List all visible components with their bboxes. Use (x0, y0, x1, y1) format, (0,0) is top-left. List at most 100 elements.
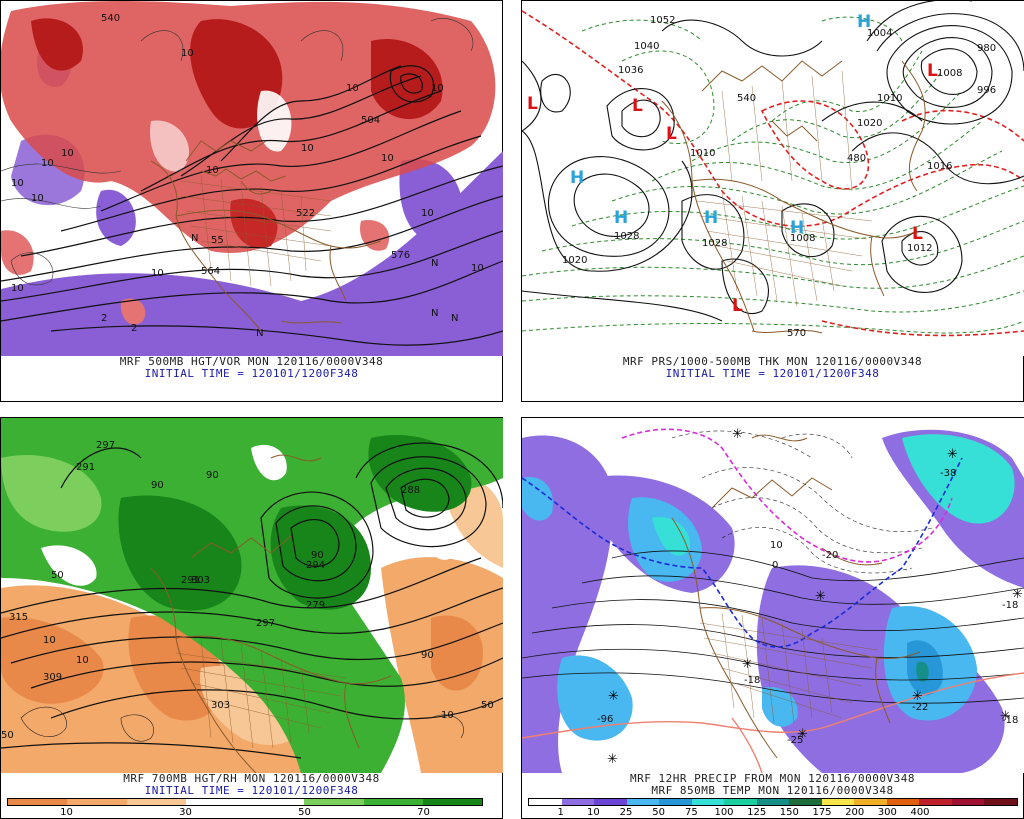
map-label: 50 (481, 700, 494, 711)
map-label: -18 (744, 675, 760, 686)
precip-colorbar (528, 798, 1018, 806)
colorbar-tick-label: 400 (910, 807, 930, 818)
map-label: 90 (311, 550, 324, 561)
map-label: 10 (151, 268, 164, 279)
map-label: 10 (31, 193, 44, 204)
vorticity-map-graphic: 540 10 10 10 10 10 10 10 10 10 10 10 10 10 2 10 2 576 N N N N… (1, 1, 503, 356)
map-label: 1040 (634, 41, 659, 52)
map-label: -18 (1002, 715, 1018, 726)
map-label: 1008 (790, 233, 815, 244)
map-label: 564 (201, 266, 220, 277)
panel-title: MRF 12HR PRECIP FROM MON 120116/0000V348 (630, 772, 915, 785)
asterisk-icon: ✳ (1000, 709, 1011, 724)
asterisk-icon: ✳ (815, 589, 826, 604)
map-label: 291 (181, 575, 200, 586)
asterisk-icon: ✳ (947, 447, 958, 462)
high-pressure-marker: H (790, 218, 804, 238)
map-label: 315 (9, 612, 28, 623)
asterisk-icon: ✳ (742, 657, 753, 672)
colorbar-swatch (626, 799, 660, 805)
high-pressure-marker: H (614, 208, 628, 228)
map-label: 10 (41, 158, 54, 169)
map-label: 0 (772, 560, 778, 571)
map-label: 10 (381, 153, 394, 164)
colorbar-swatch (594, 799, 627, 805)
map-label: 10 (770, 540, 783, 551)
high-pressure-marker: H (570, 168, 584, 188)
map-label: 1020 (562, 255, 587, 266)
rh-map-graphic: 2972913151010309303297291279909090505010… (1, 418, 503, 773)
pressure-map-graphic: H H H H H L L L L L L 1052 1040 1036 1028 1028 1020 1012… (522, 1, 1024, 356)
colorbar-swatch (691, 799, 725, 805)
colorbar-tick-label: 25 (619, 807, 633, 818)
contour-labels: 2972913151010309303297291279909090505010… (1, 440, 494, 741)
map-label: 540 (737, 93, 756, 104)
station-markers: ✳ ✳ ✳ ✳ ✳ ✳ ✳ ✳ ✳ ✳ (607, 427, 1023, 767)
precip-colorbar-ticks: 1 10 25 50 75 100 125 150 175 200 300 400 (528, 807, 1018, 819)
map-label: 1008 (937, 68, 962, 79)
map-label: 570 (787, 328, 806, 339)
map-label: 1028 (702, 238, 727, 249)
map-label: 996 (977, 85, 996, 96)
map-label: -25 (787, 735, 803, 746)
colorbar-swatch (984, 799, 1017, 805)
map-label: 1036 (618, 65, 643, 76)
panel-title: MRF 500MB HGT/VOR MON 120116/0000V348 (119, 355, 384, 368)
map-label: 504 (361, 115, 380, 126)
low-pressure-marker: L (527, 94, 538, 114)
low-pressure-marker: L (912, 224, 923, 244)
map-label: 10 (206, 165, 219, 176)
map-label: 297 (256, 618, 275, 629)
map-label: 294 (306, 560, 325, 571)
panel-precip-850temp: ✳ ✳ ✳ ✳ ✳ ✳ ✳ ✳ ✳ ✳ -38 -18 -25 -22 -18 -96 -18 0 10 -20 M… (521, 417, 1024, 819)
colorbar-swatch (126, 799, 186, 805)
map-label: N (451, 313, 458, 324)
colorbar-tick-label: 70 (417, 807, 430, 818)
temperature-labels: -38 -18 -25 -22 -18 -96 -18 0 10 -20 (597, 468, 1018, 746)
map-label: 1004 (867, 28, 892, 39)
colorbar-swatch (951, 799, 985, 805)
colorbar-swatch (422, 799, 482, 805)
map-label: 303 (211, 700, 230, 711)
high-pressure-marker: H (857, 12, 871, 32)
map-label: -96 (597, 714, 613, 725)
map-label: 90 (206, 470, 219, 481)
panel-title: MRF PRS/1000-500MB THK MON 120116/0000V3… (622, 355, 923, 368)
map-label: 10 (11, 283, 24, 294)
colorbar-swatch (919, 799, 952, 805)
map-label: 10 (43, 635, 56, 646)
colorbar-swatch (724, 799, 757, 805)
colorbar-swatch (304, 799, 364, 805)
pressure-centers: H H H H H L L L L L L (527, 12, 938, 316)
map-label: 10 (421, 208, 434, 219)
map-label: -18 (1002, 600, 1018, 611)
map-label: 10 (76, 655, 89, 666)
map-label: N (431, 258, 438, 269)
map-label: -38 (940, 468, 956, 479)
map-700mb-rh: 297 291 315 10 10 309 303 297 291 279 90 90 90 50 50 10… (1, 418, 503, 773)
colorbar-tick-label: 50 (298, 807, 311, 818)
colorbar-swatch (245, 799, 305, 805)
map-label: 10 (346, 83, 359, 94)
map-label: 288 (401, 485, 420, 496)
asterisk-icon: ✳ (607, 752, 618, 767)
map-label: 522 (296, 208, 315, 219)
colorbar-swatch (561, 799, 595, 805)
map-label: 309 (43, 672, 62, 683)
map-label: -22 (912, 702, 928, 713)
colorbar-swatch (854, 799, 887, 805)
low-pressure-marker: L (732, 296, 743, 316)
map-label: -20 (822, 550, 838, 561)
colorbar-swatch (886, 799, 920, 805)
map-label: 50 (51, 570, 64, 581)
colorbar-tick-label: 200 (845, 807, 865, 818)
map-500mb-vorticity: 540 10 10 10 10 10 10 10 10 10 10 10 10 10 2 10 2 576 N N N N… (1, 1, 503, 356)
panel-700mb-rh: 297 291 315 10 10 309 303 297 291 279 90 90 90 50 50 10… (0, 417, 549, 819)
panel-title: MRF 700MB HGT/RH MON 120116/0000V348 (123, 772, 380, 785)
colorbar-swatch (363, 799, 423, 805)
colorbar-tick-label: 150 (779, 807, 799, 818)
colorbar-tick-label: 10 (586, 807, 600, 818)
map-label: 2 (131, 323, 137, 334)
map-label: 297 (96, 440, 115, 451)
map-label: 1052 (650, 15, 675, 26)
